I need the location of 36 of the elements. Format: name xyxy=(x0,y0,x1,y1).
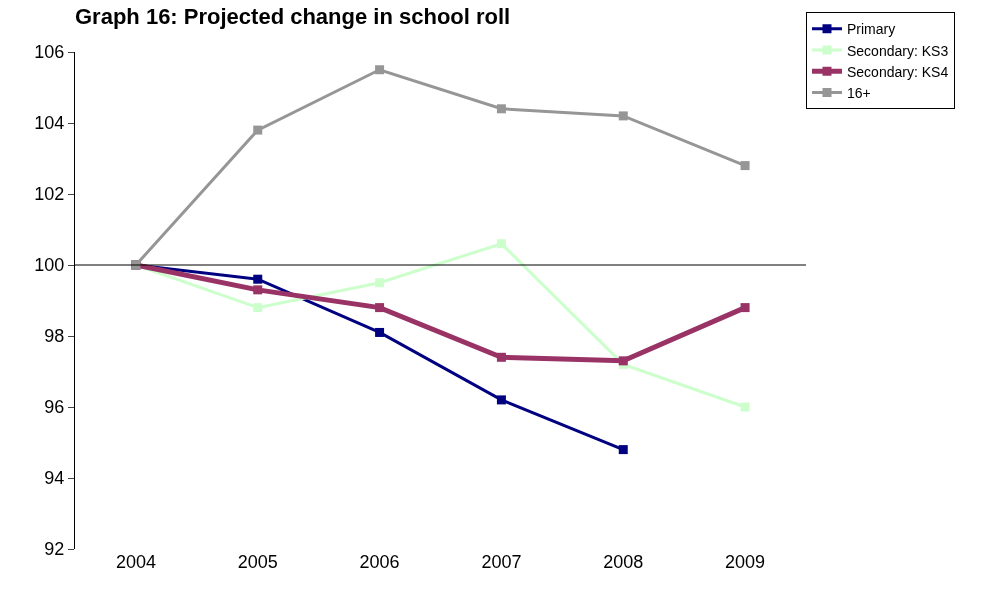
legend-label: Primary xyxy=(847,21,896,38)
point xyxy=(375,327,385,337)
point xyxy=(375,303,385,313)
y-tick-label: 104 xyxy=(34,113,65,134)
point xyxy=(496,104,506,114)
point xyxy=(618,445,628,455)
point xyxy=(496,239,506,249)
point xyxy=(253,274,263,284)
y-tick-label: 96 xyxy=(44,397,65,418)
point xyxy=(496,352,506,362)
y-tick-label: 106 xyxy=(34,42,65,63)
legend-label: Secondary: KS4 xyxy=(847,63,949,80)
x-tick-label: 2005 xyxy=(237,552,278,572)
x-tick-label: 2006 xyxy=(359,552,400,572)
point xyxy=(740,402,750,412)
legend-label: Secondary: KS3 xyxy=(847,42,949,59)
point xyxy=(375,65,385,75)
point xyxy=(253,303,263,313)
chart-title: Graph 16: Projected change in school roll xyxy=(75,4,511,30)
y-tick-label: 100 xyxy=(34,255,65,276)
point xyxy=(496,395,506,405)
x-tick-label: 2007 xyxy=(481,552,522,572)
x-tick-label: 2004 xyxy=(115,552,156,572)
legend-label: 16+ xyxy=(847,84,871,101)
x-tick-label: 2009 xyxy=(725,552,766,572)
y-tick-label: 98 xyxy=(44,326,65,347)
point xyxy=(618,111,628,121)
point xyxy=(253,125,263,135)
x-tick-label: 2008 xyxy=(603,552,644,572)
point xyxy=(740,303,750,313)
point xyxy=(375,278,385,288)
y-tick-label: 102 xyxy=(34,184,65,205)
y-tick-label: 92 xyxy=(44,539,65,560)
point xyxy=(253,285,263,295)
y-tick-label: 94 xyxy=(44,468,65,489)
point xyxy=(740,161,750,171)
